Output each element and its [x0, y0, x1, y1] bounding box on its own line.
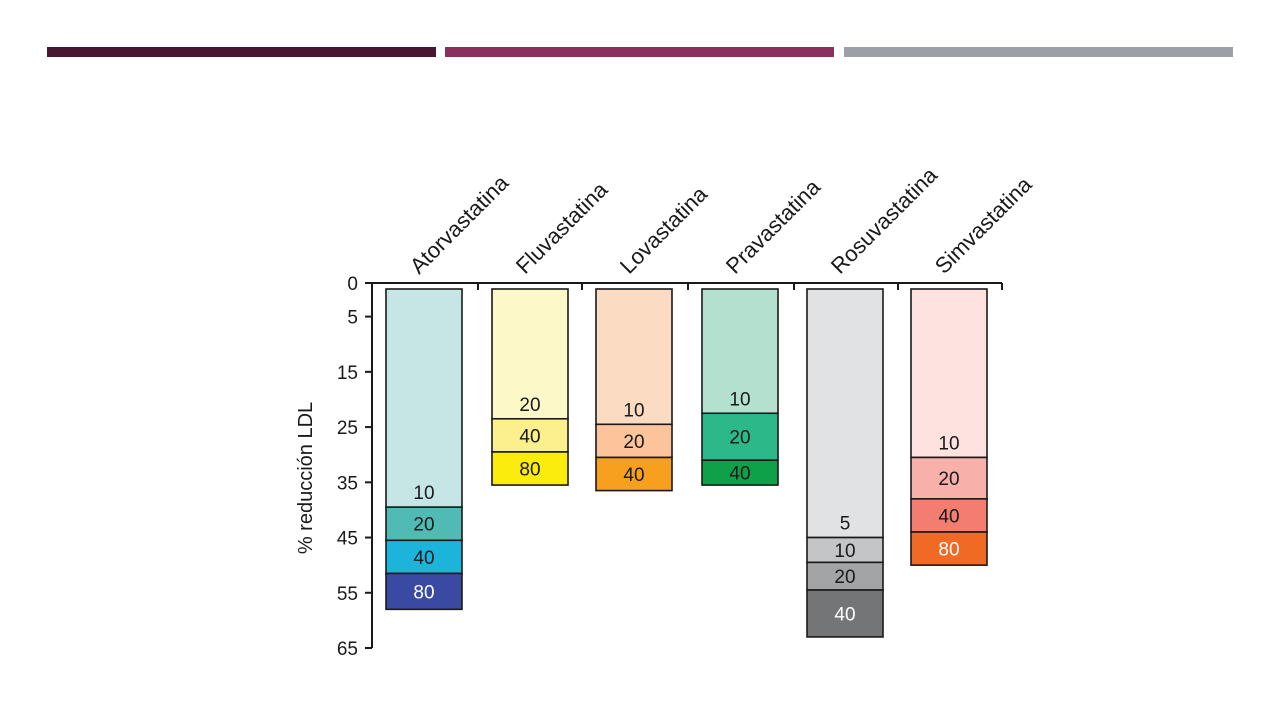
- dose-label: 10: [938, 433, 959, 454]
- y-tick-label: 0: [347, 274, 358, 295]
- y-tick-label: 35: [337, 473, 358, 494]
- dose-label: 40: [623, 465, 644, 486]
- dose-label: 20: [413, 515, 434, 536]
- y-tick-label: 25: [337, 418, 358, 439]
- bar-segment: [385, 288, 463, 508]
- bars: 10 20 40 80 20 40 80 10 20 40 10 20 40 5 10 20 40 10 20 40 8…: [385, 288, 988, 638]
- category-label: Lovastatina: [615, 181, 713, 279]
- dose-label: 40: [834, 604, 855, 625]
- dose-label: 20: [623, 432, 644, 453]
- bar-segment: [910, 498, 988, 533]
- bar-segment: [491, 451, 569, 486]
- bar-segment: [595, 456, 673, 492]
- dose-label: 20: [834, 567, 855, 588]
- dose-label: 10: [834, 541, 855, 562]
- y-tick-label: 5: [347, 308, 358, 329]
- y-tick-label: 55: [337, 584, 358, 605]
- dose-label: 80: [938, 540, 959, 561]
- category-label: Pravastatina: [721, 174, 826, 279]
- rule-segment-3: [844, 47, 1233, 57]
- dose-label: 80: [413, 582, 434, 603]
- y-tick-label: 65: [337, 639, 358, 660]
- bar-segment: [595, 423, 673, 459]
- bar-segment: [701, 459, 779, 486]
- category-label: Rosuvastatina: [826, 162, 943, 279]
- bar-segment: [910, 456, 988, 500]
- dose-label: 20: [729, 428, 750, 449]
- bar-segment: [385, 572, 463, 611]
- bar-segment: [701, 288, 779, 415]
- dose-label: 20: [938, 469, 959, 490]
- dose-label: 10: [413, 483, 434, 504]
- bar-segment: [595, 288, 673, 426]
- top-rule: [47, 47, 1233, 57]
- dose-label: 20: [519, 395, 540, 416]
- y-tick-label: 45: [337, 529, 358, 550]
- dose-label: 5: [840, 514, 851, 535]
- dose-label: 40: [519, 426, 540, 447]
- category-label: Fluvastatina: [511, 176, 613, 278]
- bar-segment: [385, 539, 463, 575]
- bar-segment: [385, 506, 463, 542]
- y-tick-label: 15: [337, 363, 358, 384]
- bar-segment: [806, 288, 884, 539]
- category-label: Simvastatina: [930, 171, 1037, 278]
- rule-segment-2: [445, 47, 834, 57]
- bar-segment: [910, 288, 988, 459]
- dose-label: 40: [729, 464, 750, 485]
- bar-segment: [910, 531, 988, 566]
- y-axis: 0 5 15 25 35 45 55 65: [337, 274, 1003, 660]
- dose-label: 10: [729, 389, 750, 410]
- dose-label: 40: [938, 506, 959, 527]
- bar-segment: [806, 536, 884, 564]
- dose-label: 80: [519, 460, 540, 481]
- bar-segment: [701, 412, 779, 462]
- dose-label: 40: [413, 548, 434, 569]
- dose-label: 10: [623, 400, 644, 421]
- category-label: Atorvastatina: [405, 170, 514, 279]
- y-axis-label: % reducción LDL: [295, 402, 317, 554]
- rule-segment-1: [47, 47, 436, 57]
- bar-segment: [491, 417, 569, 453]
- bar-segment: [806, 589, 884, 638]
